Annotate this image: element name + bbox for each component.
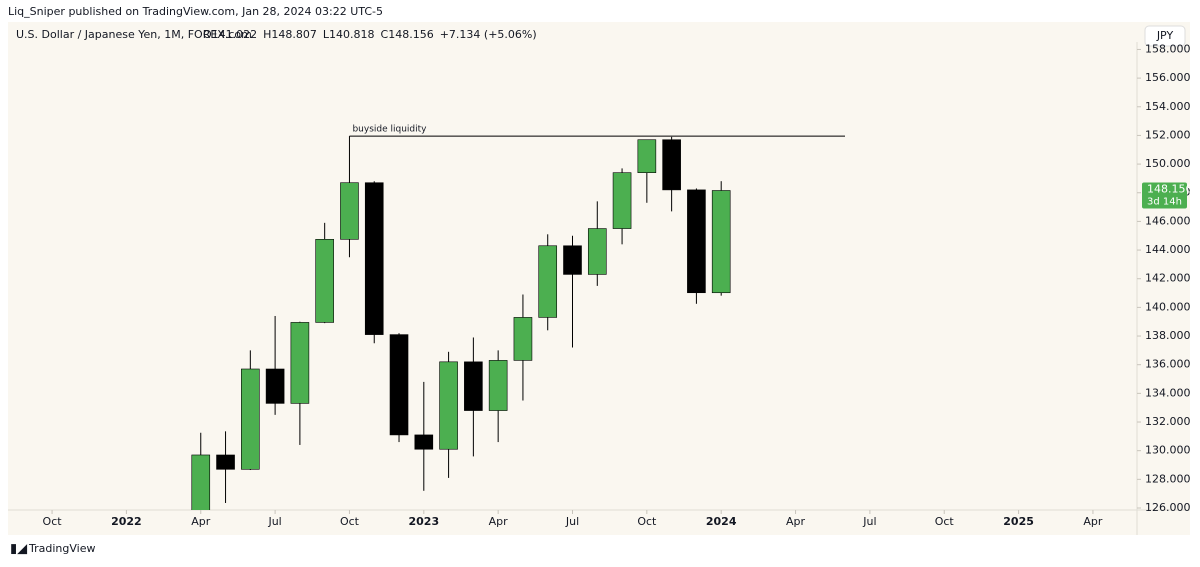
candle-body [414,434,434,450]
x-tick-label: Oct [43,515,63,528]
y-tick-label: 134.000 [1145,386,1191,399]
candle-body [612,172,632,229]
y-tick-label: 158.000 [1145,42,1191,55]
candle-body [662,139,681,191]
ohlc-value: C148.156 [381,28,434,41]
candle-body [563,245,582,275]
y-tick-label: 136.000 [1145,358,1191,371]
y-tick-label: 138.000 [1145,329,1191,342]
y-tick-label: 154.000 [1145,100,1191,113]
symbol: U.S. Dollar / Japanese Yen, 1M, FOREX.co… [16,28,252,41]
y-tick-label: 130.000 [1145,444,1191,457]
countdown: 3d 14h [1147,197,1182,208]
price-badge [1142,182,1187,209]
y-tick-label: 126.000 [1145,501,1191,514]
brand: TradingView [28,542,95,555]
y-tick-label: 132.000 [1145,415,1191,428]
ohlc-value: O141.022 [203,28,257,41]
candle-body [587,228,607,275]
y-tick-label: 156.000 [1145,71,1191,84]
candle-body [687,189,706,294]
x-tick-label: Oct [637,515,657,528]
candle-body [191,454,211,510]
x-tick-label: Oct [340,515,360,528]
candle-body [538,245,558,318]
x-tick-label: Apr [191,515,211,528]
candle-body [513,317,533,361]
candle-body [290,322,310,404]
y-tick-label: 142.000 [1145,272,1191,285]
candle-body [389,334,409,436]
y-tick-label: 152.000 [1145,128,1191,141]
currency[interactable]: JPY [1156,29,1174,42]
ohlc-value: +7.134 (+5.06%) [440,28,537,41]
annotation: buyside liquidity [352,125,427,135]
x-tick-label: Apr [489,515,509,528]
candle-body [439,361,458,450]
candle-body [216,454,235,470]
price-label: 148.156 [1147,183,1193,196]
y-tick-label: 128.000 [1145,472,1191,485]
y-tick-label: 146.000 [1145,214,1191,227]
x-tick-label: Oct [935,515,955,528]
x-tick-label: Apr [1083,515,1103,528]
currency-button[interactable] [1144,25,1186,47]
logo: ▮◢ [10,542,27,557]
x-tick-label: Apr [786,515,806,528]
x-tick-label: 2024 [706,515,737,528]
candle-body [265,368,285,404]
candle-body [488,360,508,411]
candle-body [364,182,384,335]
ohlc-value: L140.818 [323,28,375,41]
candle-body [637,139,657,173]
candle-body [241,368,260,470]
candle-body [711,190,731,294]
x-tick-label: 2023 [408,515,439,528]
ohlc-legend: O141.022 H148.807 L140.818 C148.156 +7.134 (… [203,28,537,41]
x-tick-label: Jul [565,515,579,528]
chart-background [8,22,1190,535]
y-tick-label: 140.000 [1145,300,1191,313]
publisher: Liq_Sniper published on TradingView.com,… [8,5,383,18]
ohlc-value: H148.807 [263,28,317,41]
x-tick-label: 2022 [111,515,142,528]
x-tick-label: Jul [267,515,281,528]
y-tick-label: 150.000 [1145,157,1191,170]
x-tick-label: 2025 [1003,515,1034,528]
x-tick-label: Jul [862,515,876,528]
candle-body [340,182,359,240]
y-tick-label: 144.000 [1145,243,1191,256]
candle-body [464,361,483,411]
candle-body [315,239,334,323]
